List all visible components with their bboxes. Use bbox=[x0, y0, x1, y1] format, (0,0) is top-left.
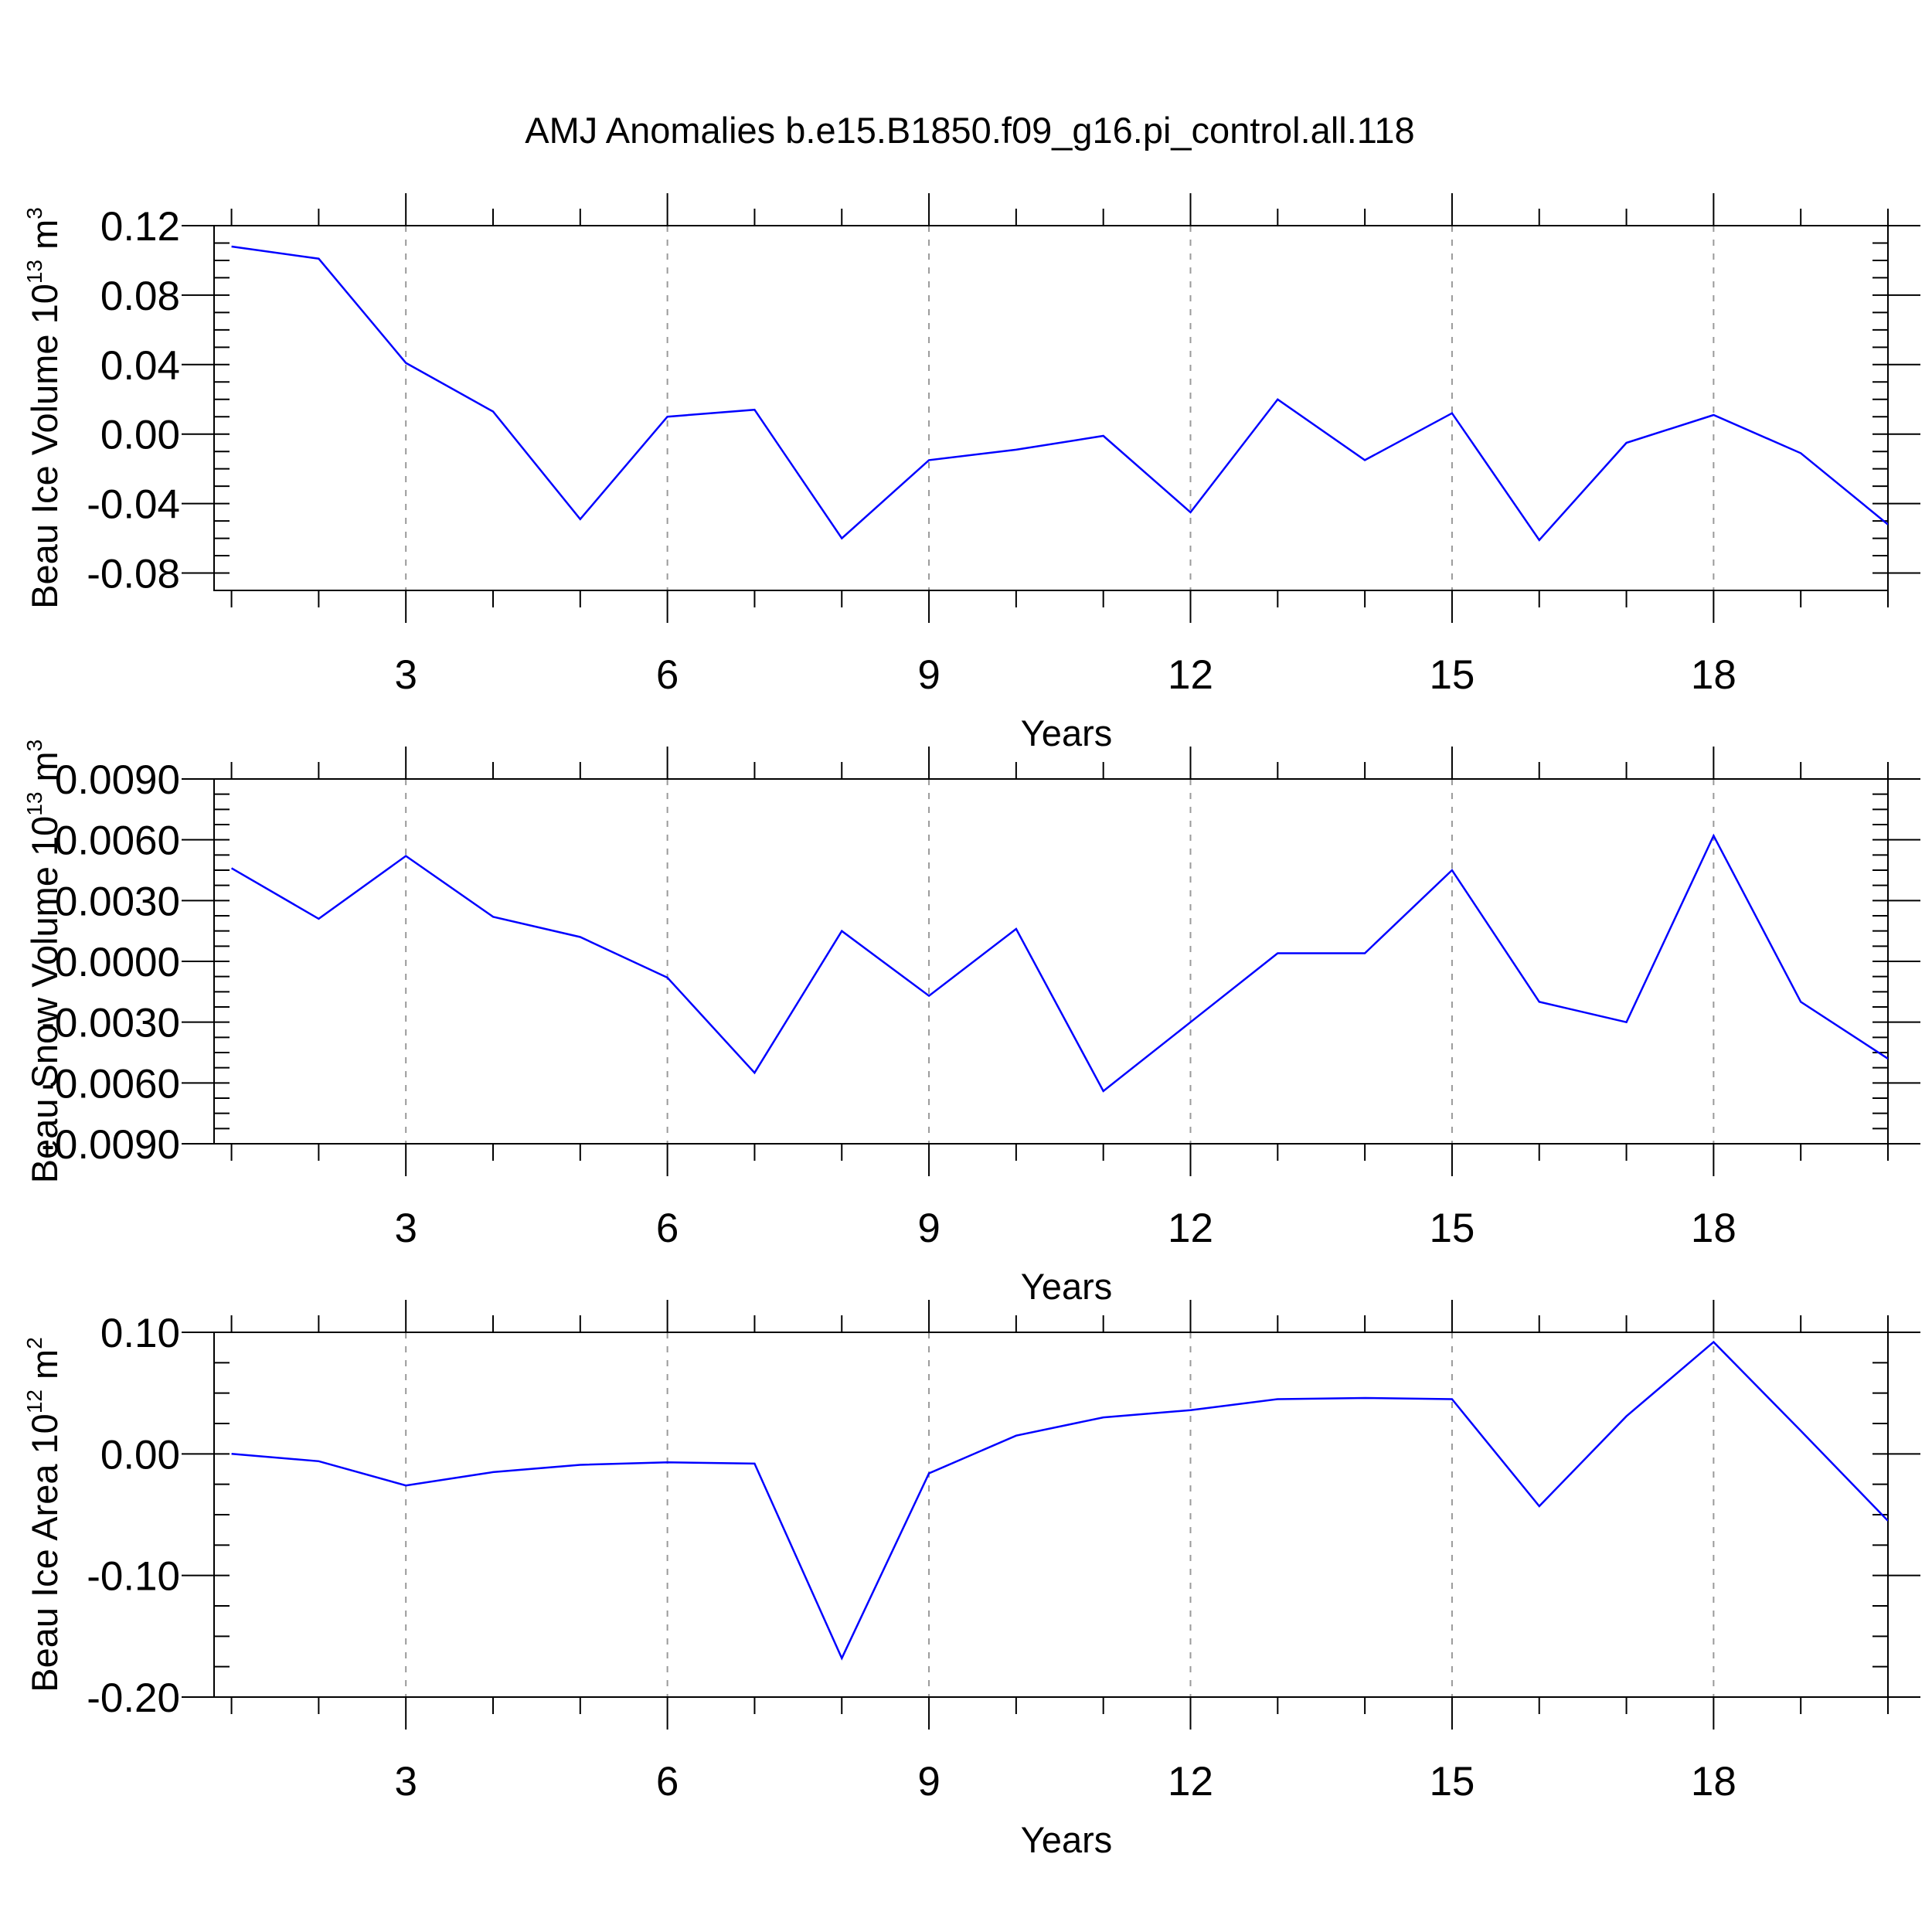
x-tick-label: 15 bbox=[1429, 1759, 1475, 1804]
y-tick-label: -0.20 bbox=[87, 1675, 180, 1721]
y-tick-label: 0.00 bbox=[100, 413, 180, 458]
x-tick-label: 3 bbox=[394, 1206, 417, 1251]
chart-panel-2: -0.0090 -0.0060 -0.0030 0.0000 0.0030 0.0060 0… bbox=[22, 740, 1920, 1307]
series-line bbox=[230, 833, 1888, 1093]
y-tick-label: -0.08 bbox=[87, 552, 180, 597]
chart-panel-1: -0.08 -0.04 0.00 0.04 0.08 0.12 3 6 9 12 15 18 Years… bbox=[22, 193, 1920, 753]
x-tick-label: 15 bbox=[1429, 1206, 1475, 1251]
x-tick-label: 9 bbox=[917, 1759, 940, 1804]
x-tick-label: 18 bbox=[1691, 1206, 1736, 1251]
x-tick-label: 9 bbox=[917, 652, 940, 698]
y-tick-label: 0.0000 bbox=[55, 940, 180, 985]
x-tick-label: 12 bbox=[1168, 1206, 1213, 1251]
y-tick-label: 0.04 bbox=[100, 343, 180, 389]
figure-title: AMJ Anomalies b.e15.B1850.f09_g16.pi_con… bbox=[525, 110, 1414, 151]
y-tick-label: 0.10 bbox=[100, 1311, 180, 1356]
x-tick-label: 3 bbox=[394, 1759, 417, 1804]
x-tick-label: 18 bbox=[1691, 1759, 1736, 1804]
x-tick-label: 6 bbox=[656, 1759, 679, 1804]
x-tick-label: 18 bbox=[1691, 652, 1736, 698]
x-tick-label: 12 bbox=[1168, 652, 1213, 698]
plot-frame bbox=[213, 778, 1889, 1145]
y-axis-title: Beau Snow Volume 1013 m3 bbox=[22, 740, 65, 1184]
y-tick-label: -0.0060 bbox=[41, 1061, 180, 1107]
x-axis-title: Years bbox=[1021, 1266, 1112, 1307]
y-axis-title: Beau Ice Volume 1013 m3 bbox=[22, 207, 65, 609]
y-tick-label: -0.04 bbox=[87, 482, 180, 528]
series-line bbox=[231, 245, 1888, 542]
x-tick-label: 12 bbox=[1168, 1759, 1213, 1804]
y-tick-label: -0.0090 bbox=[41, 1122, 180, 1168]
x-tick-label: 6 bbox=[656, 652, 679, 698]
x-tick-label: 3 bbox=[394, 652, 417, 698]
x-tick-label: 15 bbox=[1429, 652, 1475, 698]
y-tick-label: -0.0030 bbox=[41, 1001, 180, 1046]
y-tick-label: 0.00 bbox=[100, 1432, 180, 1478]
series-line bbox=[231, 1340, 1888, 1661]
plot-frame bbox=[213, 1332, 1889, 1698]
x-axis-title: Years bbox=[1021, 1819, 1112, 1860]
x-axis-title: Years bbox=[1021, 713, 1112, 753]
y-tick-label: -0.10 bbox=[87, 1554, 180, 1600]
x-tick-label: 9 bbox=[917, 1206, 940, 1251]
y-tick-label: 0.0060 bbox=[55, 818, 180, 864]
y-tick-label: 0.0090 bbox=[55, 757, 180, 803]
y-tick-label: 0.12 bbox=[100, 204, 180, 250]
y-axis-title: Beau Ice Area 1012 m2 bbox=[22, 1337, 65, 1692]
x-tick-label: 6 bbox=[656, 1206, 679, 1251]
plot-frame bbox=[213, 225, 1889, 591]
chart-panel-3: -0.20 -0.10 0.00 0.10 3 6 9 12 15 18 Years Beau Ice… bbox=[22, 1300, 1920, 1860]
y-tick-label: 0.08 bbox=[100, 274, 180, 319]
y-tick-label: 0.0030 bbox=[55, 879, 180, 924]
